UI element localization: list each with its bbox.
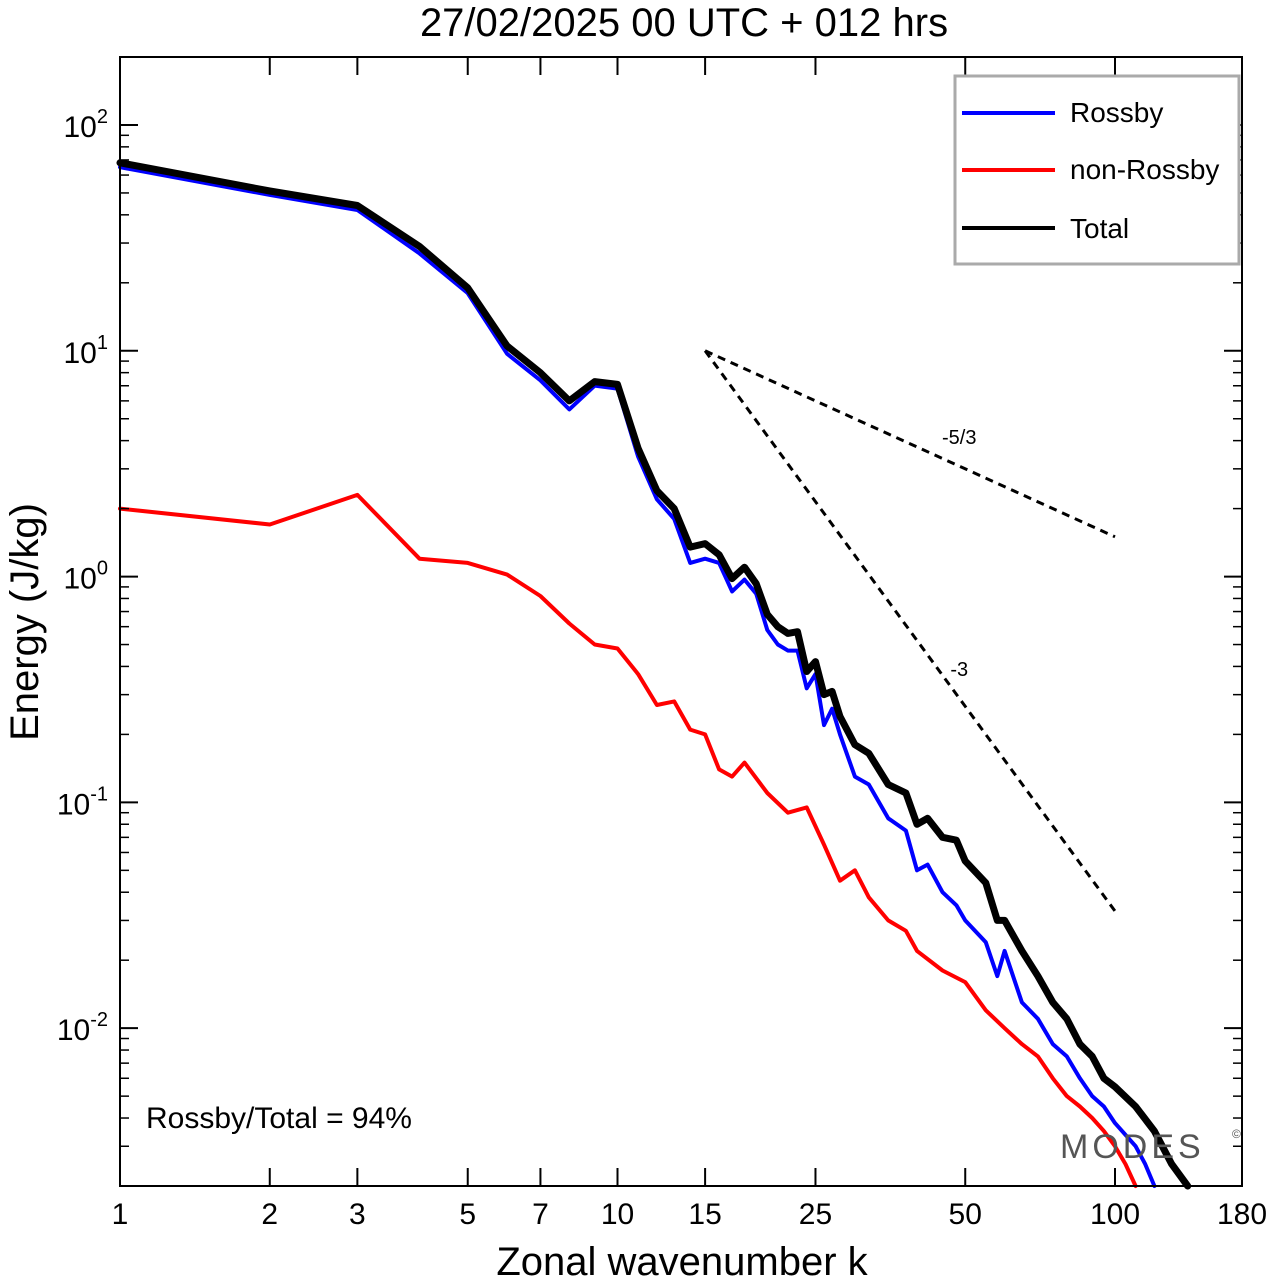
x-tick-label: 2: [261, 1198, 278, 1231]
axis-ticks: 1 2 3 5 7 10 15 25 50 100 180 102 101 100 10-1 10-2: [57, 57, 1267, 1231]
slope-label-3: -3: [950, 659, 968, 681]
series-line-non-rossby: [118, 492, 1138, 1188]
legend-label-non-rossby: non-Rossby: [1070, 154, 1219, 185]
x-tick-label: 25: [799, 1198, 832, 1231]
x-tick-label: 3: [349, 1198, 366, 1231]
x-tick-label: 180: [1217, 1198, 1267, 1231]
y-tick-label: 100: [64, 558, 109, 596]
legend: Rossby non-Rossby Total: [953, 74, 1241, 266]
slope-line-3: [703, 349, 1117, 912]
x-tick-label: 50: [949, 1198, 982, 1231]
series-layer: [116, 159, 1192, 1190]
modes-watermark: MODES: [1060, 1128, 1205, 1166]
copyright-mark: ©: [1232, 1127, 1241, 1141]
slope-label-5-3: -5/3: [942, 427, 976, 449]
reference-slopes: -5/3 -3: [703, 349, 1117, 912]
plot-frame: [119, 56, 1243, 1187]
ratio-annotation: Rossby/Total = 94%: [146, 1102, 412, 1135]
x-tick-label: 15: [688, 1198, 721, 1231]
y-tick-label: 101: [64, 332, 109, 370]
x-tick-label: 5: [459, 1198, 476, 1231]
x-tick-label: 100: [1090, 1198, 1140, 1231]
y-tick-label: 10-1: [57, 783, 108, 821]
x-tick-label: 7: [532, 1198, 549, 1231]
x-axis-title: Zonal wavenumber k: [496, 1240, 868, 1281]
y-axis-title: Energy (J/kg): [3, 503, 47, 741]
slope-line-5-3: [704, 349, 1116, 539]
x-tick-label: 10: [601, 1198, 634, 1231]
y-tick-label: 10-2: [57, 1009, 108, 1047]
series-line-rossby: [118, 165, 1157, 1188]
legend-label-total: Total: [1070, 213, 1129, 244]
y-tick-label: 102: [64, 106, 109, 144]
series-line-total: [116, 159, 1192, 1190]
x-tick-label: 1: [112, 1198, 129, 1231]
chart-title: 27/02/2025 00 UTC + 012 hrs: [420, 1, 948, 45]
legend-label-rossby: Rossby: [1070, 97, 1163, 128]
